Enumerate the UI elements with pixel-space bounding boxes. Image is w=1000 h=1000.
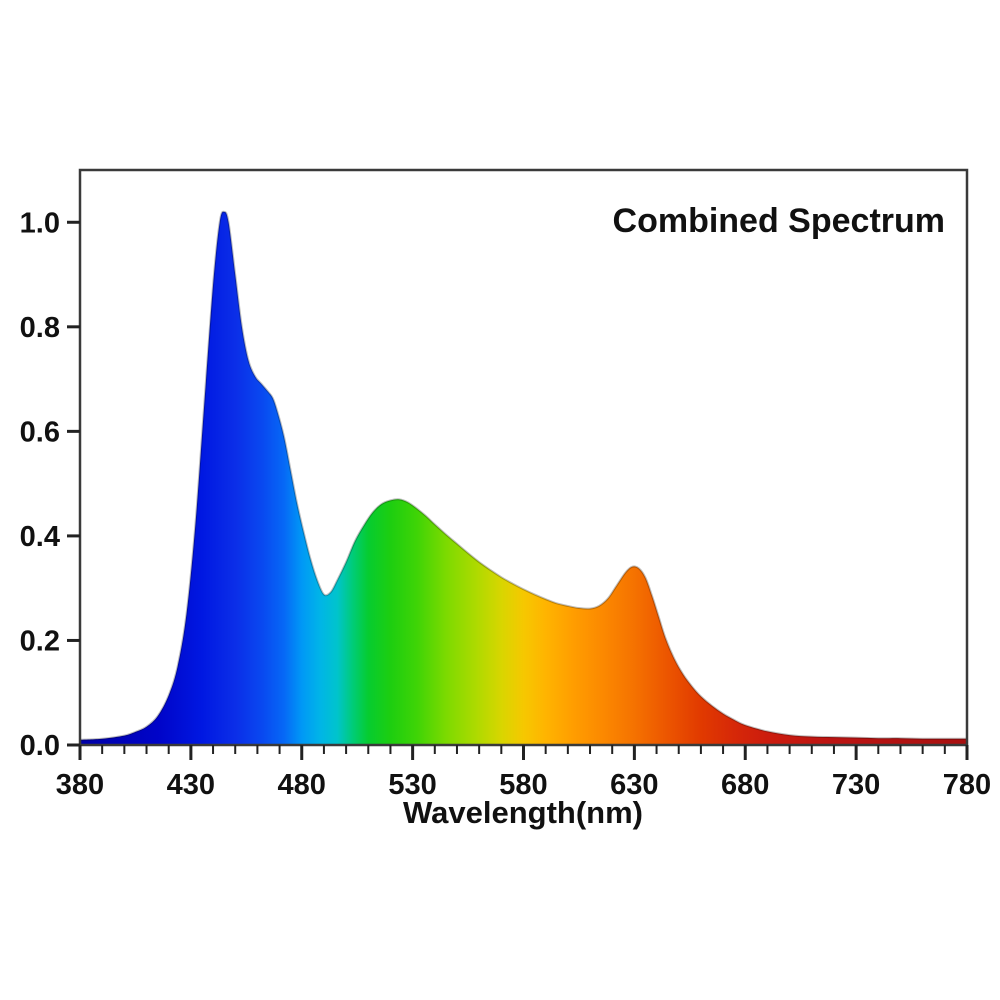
spectrum-area — [80, 211, 967, 745]
y-tick-label: 1.0 — [20, 207, 60, 239]
x-tick-label: 580 — [499, 769, 547, 801]
x-tick-label: 630 — [610, 769, 658, 801]
x-tick-label: 730 — [832, 769, 880, 801]
y-tick-label: 0.4 — [20, 521, 60, 553]
x-axis-label: Wavelength(nm) — [403, 795, 643, 830]
x-tick-label: 530 — [388, 769, 436, 801]
x-tick-label: 680 — [721, 769, 769, 801]
ticks-group: 380 430 480 530 580 630 680 730 780 0.0 0.2 0.4 0.6 0… — [20, 207, 992, 801]
x-tick-label: 380 — [56, 769, 104, 801]
spectrum-area-group — [79, 210, 968, 745]
chart-title: Combined Spectrum — [613, 202, 945, 240]
y-tick-label: 0.0 — [20, 730, 60, 762]
y-tick-label: 0.6 — [20, 416, 60, 448]
x-tick-label: 480 — [278, 769, 326, 801]
y-tick-label: 0.2 — [20, 625, 60, 657]
x-tick-label: 780 — [943, 769, 991, 801]
spectrum-outline — [79, 210, 968, 741]
x-tick-label: 430 — [167, 769, 215, 801]
y-tick-label: 0.8 — [20, 312, 60, 344]
